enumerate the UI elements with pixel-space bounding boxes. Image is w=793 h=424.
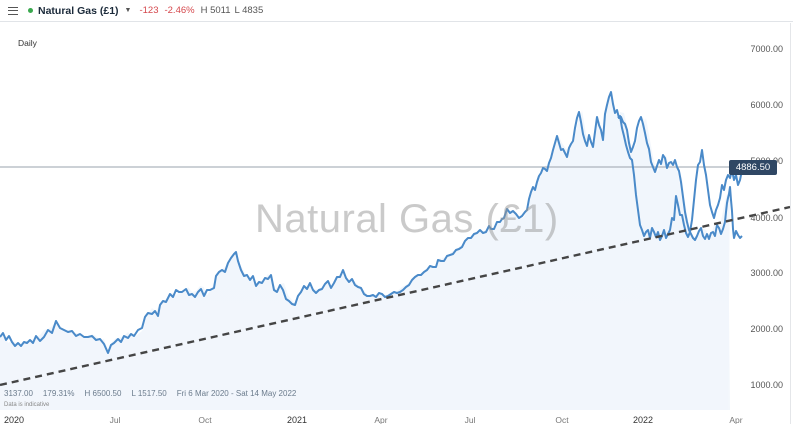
period-stats: 3137.00 179.31% H 6500.50 L 1517.50 Fri … [4,389,296,398]
x-axis-tick: Jul [464,415,476,424]
y-axis-tick: 2000.00 [750,324,783,334]
x-axis-tick: 2022 [632,415,654,424]
period-change-pct: 179.31% [42,389,75,398]
support-trendline [0,205,791,387]
x-axis-tick: Apr [374,415,388,424]
day-low: L 4835 [234,5,264,16]
instrument-selector[interactable]: Natural Gas (£1) [38,4,119,17]
price-change-pct: -2.46% [164,5,195,16]
current-price-tag: 4886.50 [729,160,777,175]
y-axis-tick: 6000.00 [750,100,783,110]
x-axis-tick: Jul [109,415,121,424]
price-line [0,91,743,354]
period-high: H 6500.50 [84,389,122,398]
axis-divider [790,23,791,424]
period-change: 3137.00 [4,389,33,398]
price-line-recent [617,115,743,241]
hamburger-menu-icon[interactable] [8,6,18,15]
market-status-icon [28,8,33,13]
x-axis-strip [0,410,742,424]
y-axis-tick: 7000.00 [750,44,783,54]
x-axis-tick: 2021 [286,415,308,424]
data-disclaimer: Data is indicative [4,402,50,408]
x-axis-tick: Oct [198,415,212,424]
y-axis-tick: 3000.00 [750,268,783,278]
chevron-down-icon[interactable]: ▼ [124,7,132,14]
period-low: L 1517.50 [131,389,167,398]
x-axis-tick: Apr [729,415,743,424]
interval-label: Daily [18,38,37,48]
chart-header: Natural Gas (£1) ▼ -123 -2.46% H 5011 L … [0,0,793,22]
day-high: H 5011 [200,5,231,16]
y-axis-tick: 4000.00 [750,213,783,223]
price-change: -123 [139,5,159,16]
x-axis-tick: Oct [555,415,569,424]
x-axis-tick: 2020 [3,415,25,424]
y-axis-tick: 1000.00 [750,380,783,390]
period-range: Fri 6 Mar 2020 - Sat 14 May 2022 [176,389,297,398]
